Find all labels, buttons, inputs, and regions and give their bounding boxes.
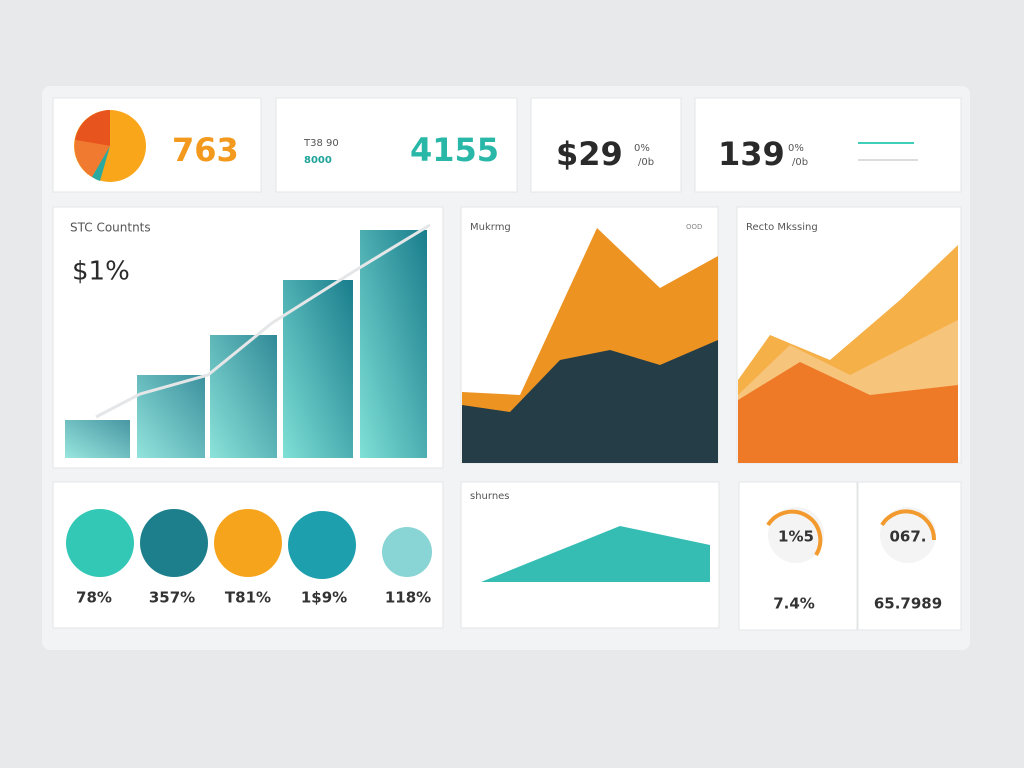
- trend-line: [95, 223, 431, 419]
- circle-label: 357%: [149, 589, 195, 607]
- circle-label: T81%: [225, 589, 271, 607]
- kpi-suffix: /0b: [792, 157, 808, 168]
- bar: [283, 280, 353, 458]
- circle: [66, 509, 134, 577]
- kpi-value: $29: [556, 135, 623, 173]
- panel-title: Recto Mkssing: [746, 222, 818, 233]
- panel-title: shurnes: [470, 491, 510, 502]
- pie-slice: [92, 146, 110, 181]
- kpi-card: [694, 97, 962, 193]
- gauge-center: 1%5: [778, 528, 814, 546]
- kpi-value: 763: [172, 131, 239, 169]
- kpi-label: T38 90: [303, 138, 339, 149]
- area: [462, 340, 718, 463]
- circle: [288, 511, 356, 579]
- gauge-arc: [766, 509, 823, 557]
- kpi-suffix: 0%: [634, 143, 650, 154]
- panel-tag: OOD: [686, 223, 702, 231]
- kpi-suffix: 0%: [788, 143, 804, 154]
- kpi-label: 8000: [304, 155, 332, 166]
- gauge-value: 7.4%: [773, 595, 815, 613]
- area: [481, 526, 710, 582]
- gauge-face: [768, 507, 824, 563]
- circle: [214, 509, 282, 577]
- panel-value: $1%: [72, 257, 130, 287]
- bar: [210, 335, 277, 458]
- circle-label: 118%: [385, 589, 431, 607]
- bar: [65, 420, 130, 458]
- kpi-value: 4155: [410, 131, 499, 169]
- pie-slice: [75, 110, 110, 146]
- kpi-card: [530, 97, 682, 193]
- bar: [137, 375, 205, 458]
- circle: [140, 509, 208, 577]
- bar: [360, 230, 427, 458]
- circle: [382, 527, 432, 577]
- kpi-card: [275, 97, 518, 193]
- kpi-suffix: /0b: [638, 157, 654, 168]
- gauge-arc: [880, 509, 937, 541]
- kpi-value: 139: [718, 135, 785, 173]
- gauge-center: 067.: [889, 528, 926, 546]
- circle-label: 78%: [76, 589, 112, 607]
- circle-label: 1$9%: [301, 589, 347, 607]
- area: [738, 362, 958, 463]
- gauge-value: 65.7989: [874, 595, 942, 613]
- panel-title: STC Countnts: [70, 221, 151, 235]
- panel-title: Mukrmg: [470, 222, 511, 233]
- gauge-face: [880, 507, 936, 563]
- pie-slice: [74, 140, 110, 177]
